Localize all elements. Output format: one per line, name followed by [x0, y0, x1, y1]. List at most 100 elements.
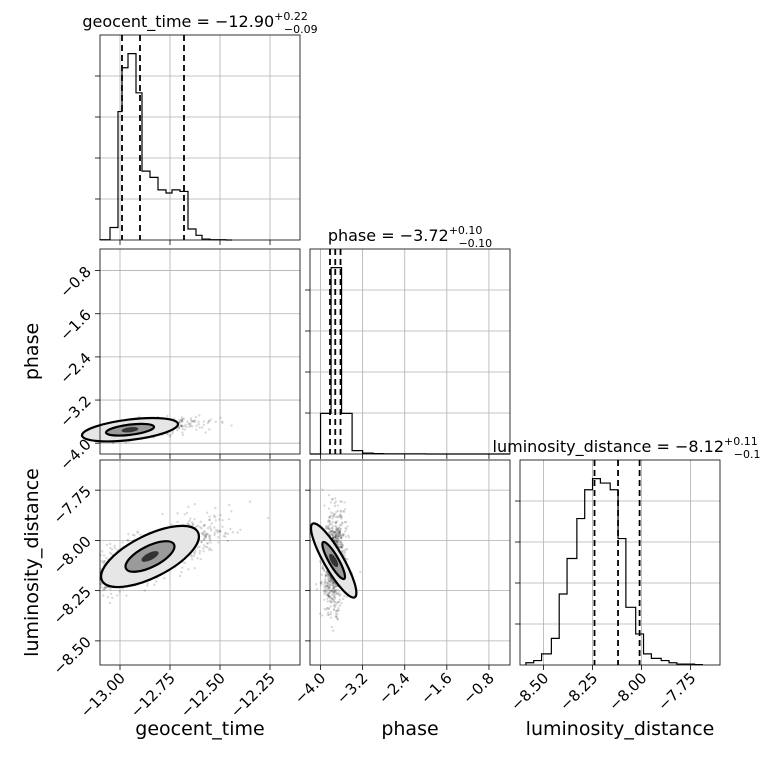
scatter-point: [332, 536, 335, 539]
scatter-point: [205, 542, 209, 545]
scatter-point: [198, 549, 202, 553]
scatter-point: [206, 533, 209, 536]
scatter-point: [333, 497, 337, 500]
scatter-point: [105, 556, 108, 560]
scatter-point: [334, 590, 337, 593]
scatter-point: [207, 536, 211, 539]
scatter-point: [194, 548, 197, 551]
scatter-point: [214, 420, 217, 423]
scatter-point: [177, 425, 181, 429]
scatter-point: [333, 515, 336, 518]
scatter-point: [336, 504, 340, 507]
scatter-point: [327, 527, 330, 531]
scatter-point: [334, 533, 337, 536]
axis-labels: geocent_time phase luminosity_distancephas…: [21, 323, 714, 740]
scatter-point: [342, 509, 345, 513]
scatter-point: [329, 589, 332, 592]
scatter-point: [331, 520, 335, 524]
scatter-point: [193, 552, 196, 556]
scatter-point: [327, 519, 331, 522]
axes-frame: [99, 248, 301, 455]
scatter-point: [327, 607, 331, 611]
scatter-point: [224, 531, 228, 534]
scatter-point: [178, 420, 182, 423]
scatter-point: [191, 523, 194, 527]
scatter-point: [208, 518, 211, 521]
scatter-point: [334, 535, 337, 538]
scatter-point: [218, 518, 221, 521]
scatter-point: [331, 534, 335, 538]
x-tick-label: −2.4: [375, 669, 413, 707]
scatter-point: [100, 583, 103, 586]
scatter-point: [333, 597, 337, 600]
scatter-point: [189, 424, 192, 427]
scatter-point: [180, 418, 183, 421]
scatter-point: [102, 587, 106, 591]
scatter-point: [332, 587, 336, 591]
scatter-point: [339, 509, 342, 512]
scatter-point: [329, 600, 333, 603]
scatter-point: [339, 515, 342, 519]
scatter-point: [334, 593, 337, 596]
scatter-point: [339, 593, 342, 596]
axes-frame: [519, 459, 721, 666]
scatter-point: [337, 534, 340, 538]
scatter-point: [335, 540, 339, 543]
scatter-point: [335, 615, 339, 619]
y-axis-label-luminosity-distance: luminosity_distance: [21, 468, 43, 657]
scatter-point: [208, 547, 211, 550]
scatter-point: [335, 610, 338, 613]
scatter-point: [332, 531, 335, 535]
axes-frame: [99, 34, 301, 241]
scatter-point: [345, 528, 348, 531]
scatter-point: [328, 576, 331, 579]
scatter-point: [322, 568, 326, 571]
scatter-point: [202, 544, 206, 547]
scatter-point: [331, 588, 334, 591]
scatter-point: [335, 584, 338, 588]
scatter-point: [118, 590, 121, 593]
scatter-point: [339, 534, 343, 537]
x-tick-label: −13.00: [77, 669, 129, 721]
scatter-point: [329, 616, 333, 619]
scatter-point: [171, 430, 175, 433]
scatter-point: [334, 530, 337, 533]
scatter-point: [336, 509, 340, 513]
scatter-point: [337, 532, 340, 535]
scatter-point: [334, 524, 337, 528]
scatter-point: [330, 579, 334, 582]
scatter-point: [331, 629, 335, 632]
scatter-point: [209, 527, 213, 531]
scatter-point: [321, 567, 324, 570]
scatter-point: [331, 530, 334, 534]
scatter-point: [332, 586, 335, 590]
scatter-point: [344, 520, 348, 524]
scatter-point: [343, 554, 346, 558]
scatter-point: [340, 524, 343, 527]
scatter-point: [109, 546, 112, 550]
scatter-point: [329, 522, 332, 525]
scatter-point: [203, 529, 206, 533]
scatter-point: [328, 531, 331, 534]
scatter-point: [331, 529, 334, 533]
scatter-point: [329, 531, 332, 534]
scatter-point: [335, 532, 338, 535]
scatter-point: [187, 505, 190, 509]
scatter-point: [178, 426, 181, 430]
scatter-point: [339, 543, 342, 546]
scatter-point: [202, 533, 205, 536]
scatter-point: [336, 613, 339, 616]
scatter-point: [186, 420, 189, 423]
scatter-point: [333, 589, 337, 592]
scatter-point: [194, 415, 198, 419]
scatter-point: [221, 525, 224, 528]
scatter-point: [209, 418, 212, 421]
scatter-point: [197, 423, 201, 426]
x-tick-label: −1.6: [417, 669, 455, 707]
scatter-point: [183, 428, 187, 431]
axes-frame: [309, 459, 511, 666]
scatter-point: [193, 518, 196, 521]
scatter-point: [208, 534, 211, 537]
scatter-point: [199, 557, 202, 561]
scatter-point: [338, 530, 341, 533]
